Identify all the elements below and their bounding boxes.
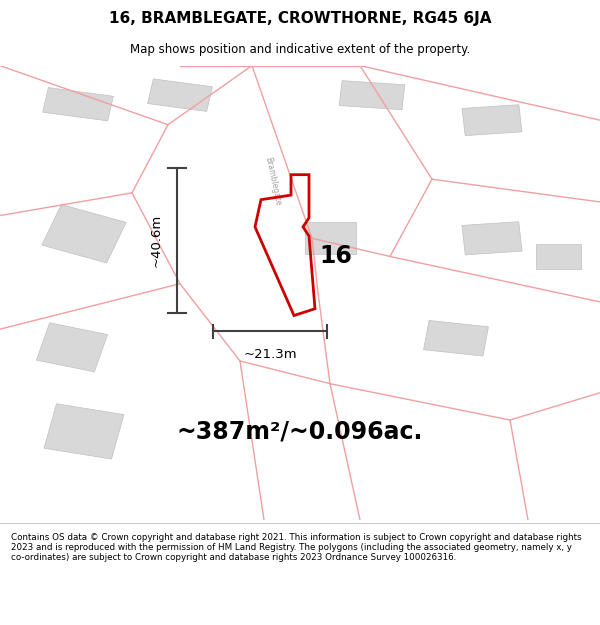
Text: ~40.6m: ~40.6m (149, 214, 163, 267)
Text: Contains OS data © Crown copyright and database right 2021. This information is : Contains OS data © Crown copyright and d… (11, 532, 581, 562)
Polygon shape (42, 204, 126, 263)
Polygon shape (462, 222, 522, 255)
Text: Bramblegate: Bramblegate (263, 156, 283, 207)
Polygon shape (462, 105, 522, 136)
Polygon shape (37, 322, 107, 372)
Text: 16: 16 (320, 244, 352, 269)
Polygon shape (536, 244, 581, 269)
Text: Map shows position and indicative extent of the property.: Map shows position and indicative extent… (130, 42, 470, 56)
Polygon shape (424, 321, 488, 356)
Polygon shape (339, 81, 405, 109)
Polygon shape (43, 88, 113, 121)
Polygon shape (305, 222, 355, 254)
Polygon shape (148, 79, 212, 111)
Text: ~387m²/~0.096ac.: ~387m²/~0.096ac. (177, 419, 423, 443)
Text: 16, BRAMBLEGATE, CROWTHORNE, RG45 6JA: 16, BRAMBLEGATE, CROWTHORNE, RG45 6JA (109, 11, 491, 26)
Text: ~21.3m: ~21.3m (243, 348, 297, 361)
Polygon shape (44, 404, 124, 459)
